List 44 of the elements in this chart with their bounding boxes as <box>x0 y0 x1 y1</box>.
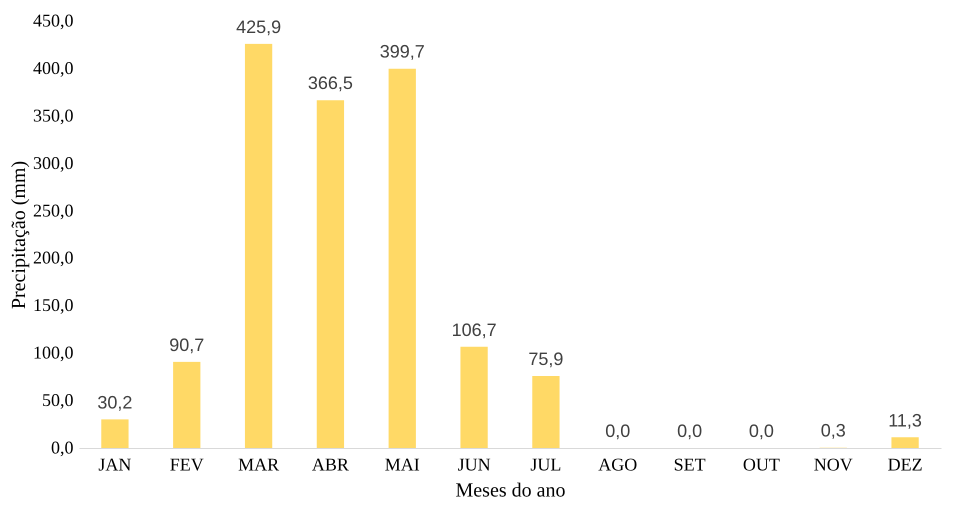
data-label: 0,0 <box>748 421 774 441</box>
bar <box>316 100 344 448</box>
y-tick-label: 100,0 <box>33 342 74 363</box>
y-tick-label: 300,0 <box>33 152 74 173</box>
x-tick-label: OUT <box>742 454 780 474</box>
x-tick-label: AGO <box>598 454 638 474</box>
x-tick-label: JUL <box>530 454 562 474</box>
bar <box>891 437 919 448</box>
x-tick-label: SET <box>674 454 706 474</box>
y-tick-label: 350,0 <box>33 105 74 126</box>
data-label: 106,7 <box>452 320 497 340</box>
y-tick-label: 150,0 <box>33 295 74 316</box>
y-tick-label: 400,0 <box>33 58 74 78</box>
data-label: 0,3 <box>820 420 846 441</box>
data-label: 30,2 <box>97 392 132 412</box>
x-tick-label: FEV <box>170 454 204 474</box>
data-label: 425,9 <box>236 16 282 37</box>
y-tick-label: 450,0 <box>33 10 74 30</box>
x-tick-label: JUN <box>458 454 491 474</box>
data-label: 366,5 <box>308 73 353 94</box>
y-tick-label: 250,0 <box>33 200 74 220</box>
bar <box>388 68 416 448</box>
x-tick-label: MAI <box>384 454 420 474</box>
bar <box>173 362 200 448</box>
bar <box>460 346 488 448</box>
data-label: 0,0 <box>605 421 630 441</box>
x-tick-label: JAN <box>98 454 132 474</box>
x-tick-label: NOV <box>814 454 853 474</box>
y-tick-label: 50,0 <box>42 390 74 410</box>
data-label: 90,7 <box>169 334 204 355</box>
y-tick-label: 200,0 <box>33 248 74 268</box>
y-tick-label: 0,0 <box>51 438 74 458</box>
x-tick-label: ABR <box>312 454 349 474</box>
bar <box>101 419 129 448</box>
bar <box>244 44 272 448</box>
x-axis-title: Meses do ano <box>456 480 566 502</box>
data-label: 11,3 <box>888 410 922 430</box>
x-tick-label: MAR <box>238 454 280 474</box>
x-tick-label: DEZ <box>888 454 923 474</box>
data-label: 75,9 <box>528 348 564 369</box>
data-label: 399,7 <box>380 42 425 62</box>
bar <box>532 376 560 448</box>
data-label: 0,0 <box>677 421 702 441</box>
y-axis-title: Precipitação (mm) <box>8 160 30 310</box>
